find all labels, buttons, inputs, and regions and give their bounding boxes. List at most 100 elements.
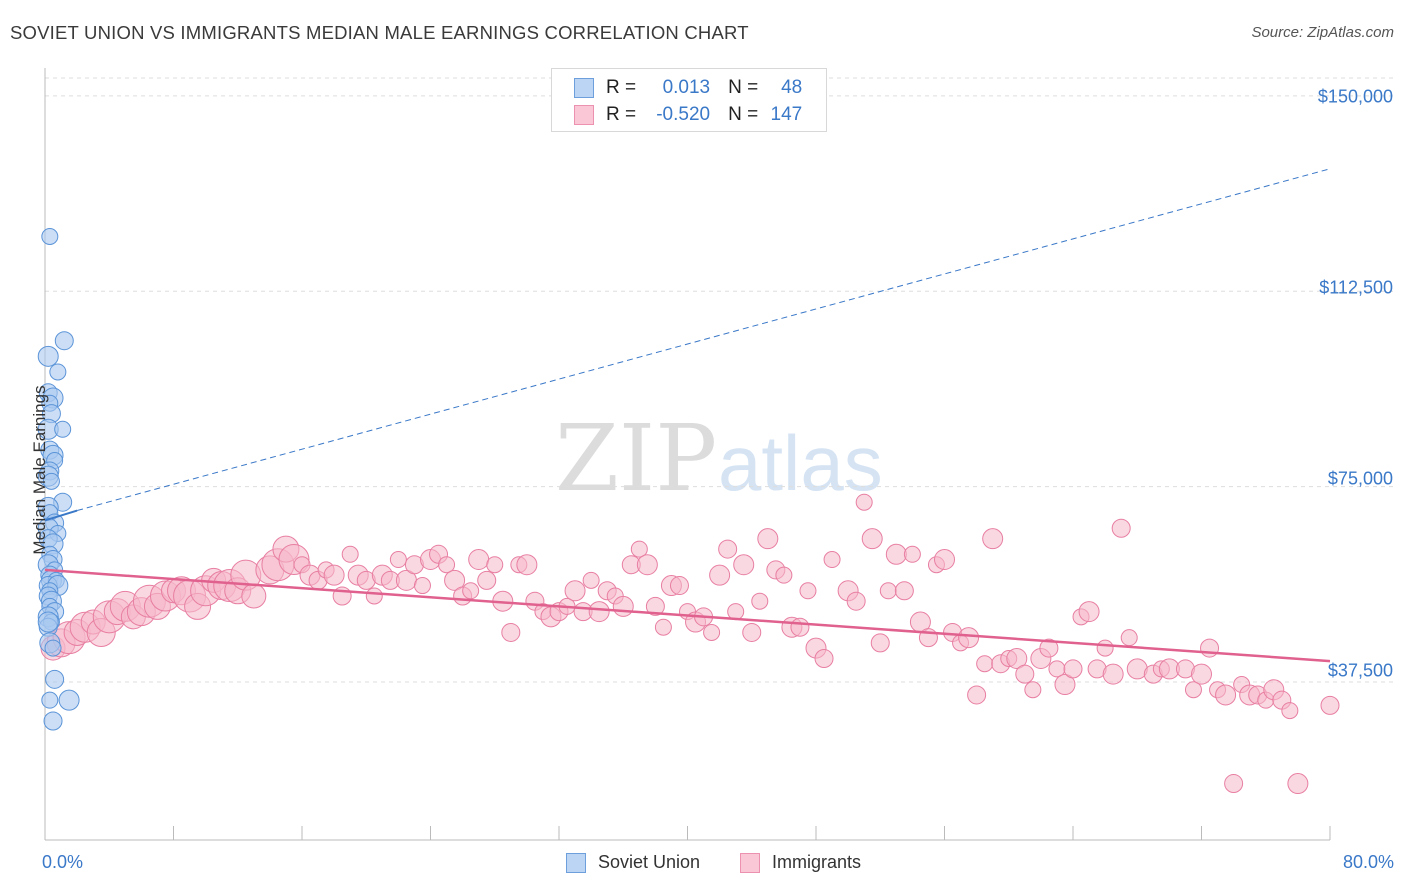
soviet-union-point: [37, 611, 59, 633]
soviet-union-point: [44, 639, 62, 657]
immigrants-point: [1191, 663, 1212, 685]
x-tick-label: 0.0%: [42, 852, 84, 872]
immigrants-point: [582, 571, 600, 589]
immigrants-point: [1281, 702, 1299, 720]
immigrants-point: [323, 564, 345, 586]
immigrants-point: [1120, 629, 1138, 647]
soviet-union-points: [37, 228, 80, 731]
y-tick-label: $112,500: [1319, 277, 1393, 298]
immigrants-point: [1054, 674, 1076, 696]
soviet-union-point: [45, 669, 65, 689]
immigrants-swatch: [740, 852, 760, 873]
soviet-union-point: [54, 420, 72, 438]
immigrants-point: [341, 545, 359, 563]
r-label: R =: [606, 77, 637, 98]
immigrants-point: [733, 554, 755, 576]
immigrants-point: [903, 545, 921, 563]
immigrants-point: [751, 592, 769, 610]
immigrants-point: [967, 685, 987, 705]
soviet-union-point: [42, 472, 60, 490]
immigrants-point: [444, 569, 466, 591]
immigrants-point: [612, 595, 634, 617]
immigrants-point: [636, 554, 658, 576]
immigrants-point: [703, 623, 721, 641]
immigrants-point: [438, 556, 456, 574]
immigrants-point: [1024, 681, 1042, 699]
n-value: 147: [770, 104, 803, 125]
immigrants-point: [1200, 638, 1220, 658]
immigrants-point: [709, 564, 731, 586]
immigrants-point: [870, 633, 890, 653]
immigrants-point: [861, 528, 883, 550]
immigrants-point: [934, 549, 955, 571]
immigrants-point: [477, 570, 497, 590]
immigrants-point: [775, 566, 793, 584]
immigrants-point: [501, 622, 521, 642]
immigrants-point: [365, 587, 383, 605]
immigrants-trend-line: [44, 568, 1331, 663]
y-axis-label: Median Male Earnings: [30, 385, 49, 555]
n-label: N =: [728, 77, 759, 98]
soviet-union-trend-extension: [76, 168, 1331, 512]
legend-row-immigrants: R = -0.520 N = 147: [574, 104, 802, 126]
soviet-union-point: [43, 711, 63, 731]
legend-row-soviet-union: R = 0.013 N = 48: [574, 77, 802, 99]
immigrants-point: [958, 627, 980, 649]
immigrants-point: [982, 528, 1004, 550]
immigrants-point: [855, 493, 873, 511]
watermark-atlas: atlas: [718, 419, 883, 507]
immigrants-point: [879, 582, 897, 600]
immigrants-point: [1078, 601, 1100, 623]
immigrants-point: [1096, 639, 1114, 657]
soviet-union-point: [41, 228, 59, 246]
immigrants-point: [630, 540, 648, 558]
immigrants-point: [1111, 518, 1131, 538]
immigrants-point: [654, 618, 672, 636]
immigrants-point: [1015, 664, 1035, 684]
immigrants-point: [1184, 681, 1202, 699]
correlation-legend: R = 0.013 N = 48 R = -0.520 N = 147: [551, 68, 827, 132]
immigrants-point: [885, 543, 907, 565]
soviet-union-swatch: [574, 78, 594, 98]
soviet-union-point: [49, 363, 67, 381]
immigrants-point: [1320, 695, 1340, 715]
immigrants-point: [389, 551, 407, 569]
immigrants-point: [976, 655, 994, 673]
immigrants-point: [468, 549, 490, 571]
y-tick-label: $37,500: [1327, 660, 1393, 681]
immigrants-point: [1215, 684, 1237, 706]
immigrants-point: [742, 622, 762, 642]
watermark-zip: ZIP: [555, 405, 717, 512]
y-tick-label: $75,000: [1327, 468, 1393, 489]
y-tick-label: $150,000: [1317, 86, 1393, 107]
immigrants-point: [462, 582, 480, 600]
x-tick-label: 80.0%: [1342, 852, 1394, 872]
soviet-union-point: [58, 689, 80, 711]
immigrants-point: [645, 596, 665, 616]
chart-title: SOVIET UNION VS IMMIGRANTS MEDIAN MALE E…: [10, 22, 749, 43]
immigrants-point: [1224, 774, 1244, 794]
soviet-union-swatch: [566, 852, 586, 873]
immigrants-point: [894, 581, 914, 601]
n-label: N =: [728, 104, 759, 125]
r-value: 0.013: [662, 77, 711, 98]
immigrants-point: [1102, 663, 1124, 685]
immigrants-point: [814, 648, 834, 668]
legend-item-immigrants[interactable]: Immigrants: [740, 852, 861, 873]
soviet-union-point: [41, 691, 59, 709]
immigrants-point: [486, 556, 504, 574]
immigrants-point: [564, 580, 586, 602]
immigrants-point: [823, 551, 841, 569]
r-label: R =: [606, 104, 637, 125]
immigrants-swatch: [574, 105, 594, 125]
immigrants-point: [1039, 638, 1059, 658]
immigrants-point: [718, 539, 738, 559]
soviet-union-point: [54, 331, 74, 351]
legend-item-soviet-union[interactable]: Soviet Union: [566, 852, 700, 873]
immigrants-point: [413, 577, 431, 595]
immigrants-points: [40, 493, 1340, 795]
source-credit: Source: ZipAtlas.com: [1251, 24, 1394, 41]
immigrants-point: [846, 591, 866, 611]
immigrants-point: [727, 603, 745, 621]
